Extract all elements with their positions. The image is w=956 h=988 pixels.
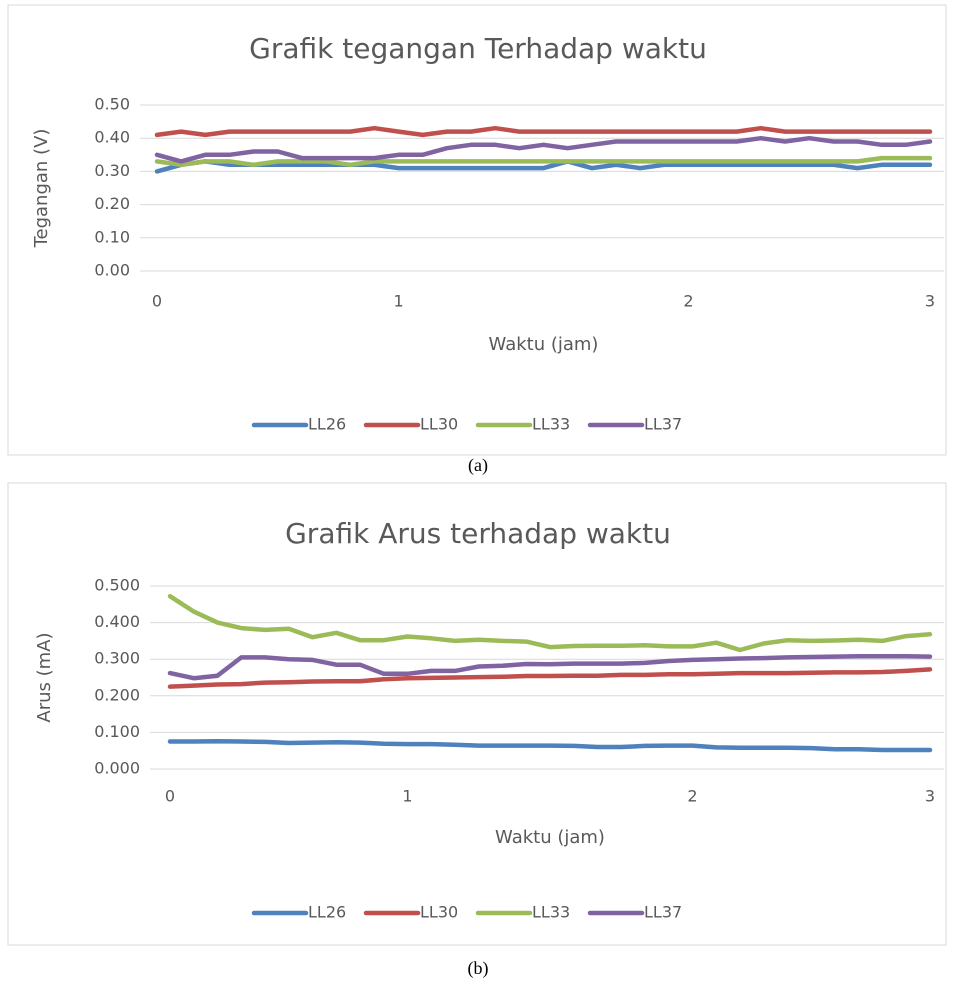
series-line <box>154 155 933 168</box>
x-tick-label: 0 <box>152 292 162 311</box>
y-tick-label: 0.30 <box>94 161 130 180</box>
x-tick-label: 3 <box>925 787 935 806</box>
legend-label: LL30 <box>420 903 458 922</box>
y-tick-label: 0.20 <box>94 194 130 213</box>
y-tick-label: 0.200 <box>94 685 140 704</box>
series-line <box>154 159 933 174</box>
y-tick-label: 0.100 <box>94 722 140 741</box>
chart-frame <box>7 4 947 456</box>
x-tick-label: 1 <box>393 292 403 311</box>
legend-label: LL37 <box>644 415 682 434</box>
legend-label: LL26 <box>308 415 346 434</box>
y-axis-title: Tegangan (V) <box>31 129 52 249</box>
legend-label: LL30 <box>420 415 458 434</box>
caption: (b) <box>468 958 489 979</box>
series-line <box>167 738 933 753</box>
x-tick-label: 2 <box>687 787 697 806</box>
x-tick-label: 3 <box>925 292 935 311</box>
series-line <box>154 135 933 164</box>
y-tick-label: 0.50 <box>94 95 130 114</box>
series-line <box>154 125 933 138</box>
series-line <box>167 593 933 653</box>
x-axis-title: Waktu (jam) <box>489 334 599 355</box>
x-tick-label: 2 <box>683 292 693 311</box>
x-tick-label: 1 <box>402 787 412 806</box>
chart-frame <box>7 482 947 946</box>
y-tick-label: 0.10 <box>94 227 130 246</box>
x-axis-title: Waktu (jam) <box>495 827 605 848</box>
series-line <box>167 654 933 681</box>
series-line <box>167 667 933 689</box>
legend-label: LL33 <box>532 415 570 434</box>
legend-label: LL33 <box>532 903 570 922</box>
chart-title: Grafik Arus terhadap waktu <box>285 517 671 550</box>
y-axis-title: Arus (mA) <box>34 632 55 722</box>
y-tick-label: 0.300 <box>94 649 140 668</box>
legend-label: LL26 <box>308 903 346 922</box>
y-tick-label: 0.500 <box>94 576 140 595</box>
y-tick-label: 0.40 <box>94 128 130 147</box>
x-tick-label: 0 <box>165 787 175 806</box>
y-tick-label: 0.400 <box>94 612 140 631</box>
y-tick-label: 0.00 <box>94 261 130 280</box>
legend-label: LL37 <box>644 903 682 922</box>
caption: (a) <box>468 455 488 476</box>
chart-title: Grafik tegangan Terhadap waktu <box>249 32 707 65</box>
y-tick-label: 0.000 <box>94 759 140 778</box>
